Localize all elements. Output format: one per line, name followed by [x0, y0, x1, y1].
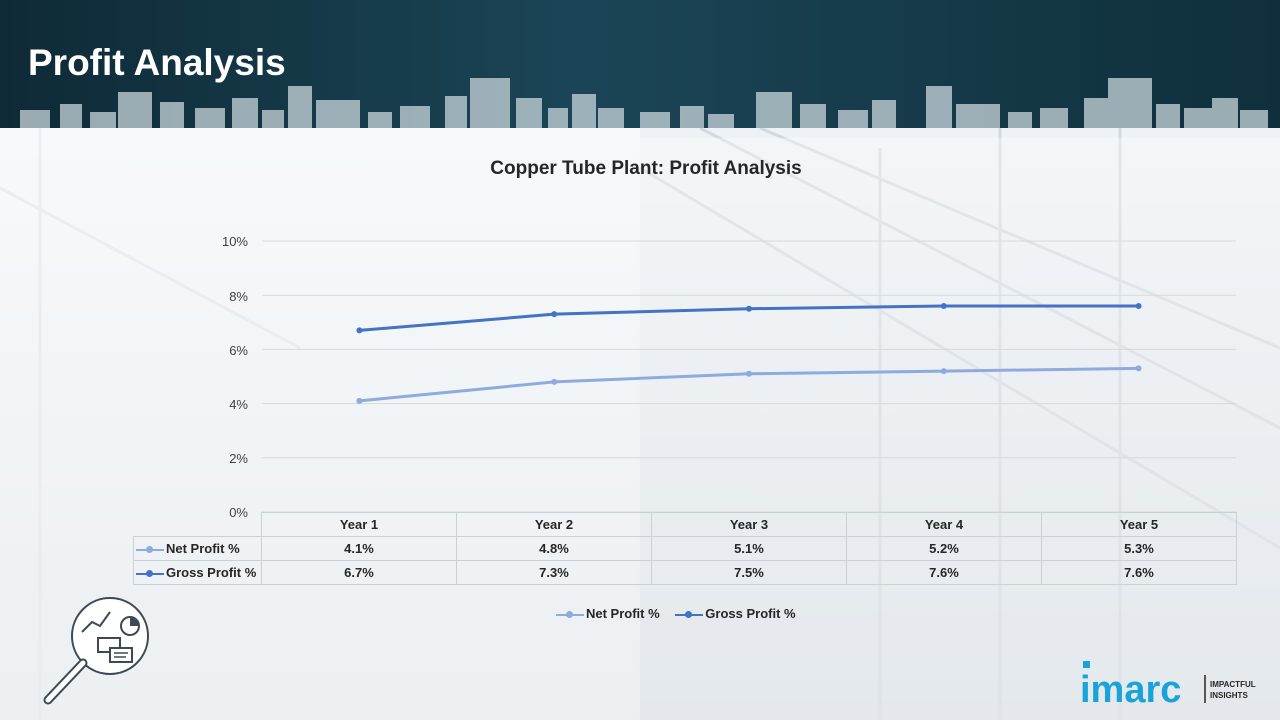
y-tick-label: 8%	[229, 289, 248, 304]
legend-label: Net Profit %	[586, 606, 660, 621]
series-name: Gross Profit %	[166, 565, 257, 580]
legend-label: Gross Profit %	[705, 606, 796, 621]
table-cell: 4.1%	[261, 536, 457, 561]
table-cell: 7.3%	[456, 560, 652, 585]
gross-profit-legend-icon	[675, 610, 704, 620]
data-point	[551, 378, 558, 385]
logo-tagline-2: INSIGHTS	[1210, 691, 1248, 700]
data-point	[746, 370, 752, 377]
table-cell: 7.6%	[846, 560, 1042, 585]
table-cell: 7.5%	[651, 560, 847, 585]
data-point	[1135, 303, 1142, 310]
magnifier-analytics-icon	[43, 597, 149, 705]
table-header-cell: Year 5	[1041, 512, 1237, 537]
table-cell: 5.1%	[651, 536, 847, 561]
legend-item-net-profit: Net Profit %	[556, 606, 660, 621]
net-profit-key-icon	[136, 545, 164, 555]
legend-item-gross-profit: Gross Profit %	[675, 606, 796, 621]
logo-brand-text: imarc	[1080, 669, 1181, 707]
city-skyline-graphic	[20, 78, 1268, 128]
imarc-logo: imarc IMPACTFUL INSIGHTS	[1080, 661, 1256, 707]
table-header-cell: Year 3	[651, 512, 847, 537]
table-header-row: Year 1 Year 2 Year 3 Year 4 Year 5	[134, 512, 1237, 537]
data-point	[746, 305, 752, 312]
table-row-header: Gross Profit %	[133, 560, 262, 585]
factory-background-image	[0, 128, 1280, 720]
data-point	[356, 327, 363, 334]
table-row: Net Profit % 4.1% 4.8% 5.1% 5.2% 5.3%	[133, 536, 1237, 561]
table-corner	[134, 513, 262, 537]
net-profit-legend-icon	[556, 610, 584, 620]
table-cell: 5.2%	[846, 536, 1042, 561]
table-row-header: Net Profit %	[133, 536, 262, 561]
table-cell: 6.7%	[261, 560, 457, 585]
data-point	[356, 397, 363, 404]
y-tick-label: 10%	[221, 234, 248, 249]
data-point	[1135, 365, 1142, 372]
table-cell: 7.6%	[1041, 560, 1237, 585]
y-tick-label: 6%	[229, 343, 248, 358]
table-header-cell: Year 1	[261, 512, 457, 537]
y-tick-label: 0%	[229, 505, 248, 520]
chart-legend: Net Profit % Gross Profit %	[556, 606, 808, 621]
y-tick-label: 2%	[229, 451, 248, 466]
logo-tagline-1: IMPACTFUL	[1210, 680, 1256, 689]
series-name: Net Profit %	[166, 541, 240, 556]
chart-title: Copper Tube Plant: Profit Analysis	[490, 158, 802, 179]
gross-profit-key-icon	[136, 569, 164, 579]
table-cell: 4.8%	[456, 536, 652, 561]
header-banner: Profit Analysis	[0, 0, 1280, 128]
page-title: Profit Analysis	[28, 42, 286, 83]
table-header-cell: Year 2	[456, 512, 652, 537]
table-header-cell: Year 4	[846, 512, 1042, 537]
data-point	[940, 303, 947, 310]
y-tick-label: 4%	[229, 397, 248, 412]
table-row: Gross Profit % 6.7% 7.3% 7.5% 7.6% 7.6%	[133, 560, 1237, 585]
data-table: Year 1 Year 2 Year 3 Year 4 Year 5 Net P…	[133, 512, 1237, 585]
data-point	[551, 311, 558, 318]
table-cell: 5.3%	[1041, 536, 1237, 561]
data-point	[940, 368, 947, 375]
